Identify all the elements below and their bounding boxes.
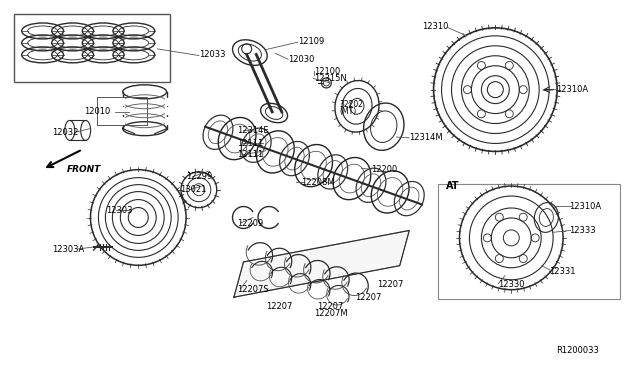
Text: 12314M: 12314M [409,133,443,142]
Bar [14,14,170,82]
Text: AT: AT [446,181,460,191]
Text: 12030: 12030 [288,55,314,64]
Text: 12209: 12209 [237,219,264,228]
Text: 12208M: 12208M [301,178,335,187]
Text: 12315N: 12315N [314,74,346,83]
Text: 12100: 12100 [314,67,340,76]
Text: 12303: 12303 [106,206,133,215]
Text: 12299: 12299 [186,172,212,181]
Text: (MT): (MT) [339,108,356,116]
Text: 12032: 12032 [52,128,79,137]
Text: 12310: 12310 [422,22,449,31]
Text: 12207S: 12207S [237,285,269,294]
Text: 12303A: 12303A [52,244,84,253]
Bar [97,97,147,125]
Text: 12207: 12207 [317,302,343,311]
Text: 12207: 12207 [355,293,381,302]
Text: 12010: 12010 [84,108,110,116]
Text: 12111: 12111 [237,139,264,148]
Text: 12109: 12109 [298,37,324,46]
Text: 12310A: 12310A [556,85,588,94]
Text: 13021: 13021 [180,185,206,194]
Text: 12310A: 12310A [569,202,601,211]
Text: 12207: 12207 [266,302,292,311]
Text: 12200: 12200 [371,165,397,174]
Text: R1200033: R1200033 [556,346,599,355]
Text: 32202: 32202 [339,100,363,109]
Text: 12207M: 12207M [314,310,348,318]
Polygon shape [234,231,409,297]
Text: 12314E: 12314E [237,126,269,135]
Text: 12331: 12331 [550,267,576,276]
Bar [438,184,620,299]
Text: 12330: 12330 [499,280,525,289]
Text: 12333: 12333 [569,226,595,235]
Text: FRONT: FRONT [67,165,101,174]
Text: 12033: 12033 [199,50,225,59]
Text: 12111: 12111 [237,150,264,159]
Text: 12207: 12207 [378,280,404,289]
